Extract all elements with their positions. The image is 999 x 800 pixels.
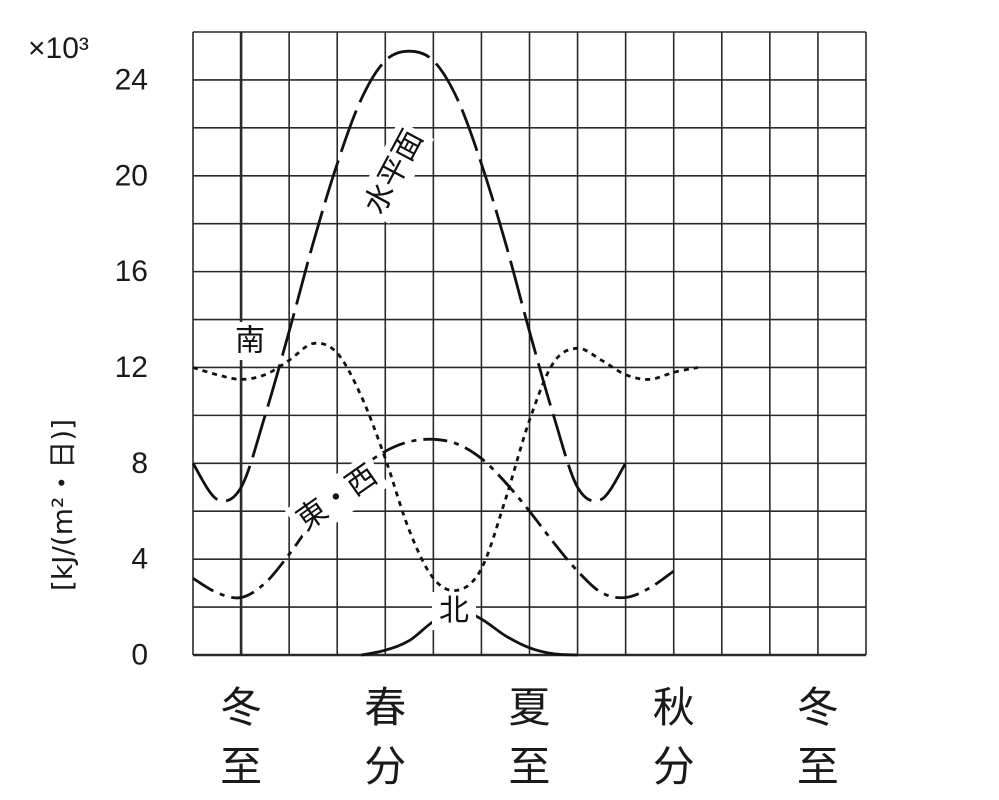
series-label-south-text: 南	[235, 324, 265, 359]
series-label-north: 北	[432, 592, 476, 630]
y-tick-label: 24	[115, 63, 148, 96]
y-tick-label: 0	[131, 639, 148, 672]
y-ticks: 0 4 8 12 16 20 24	[115, 63, 148, 671]
series-line-south	[192, 341, 699, 593]
series-line-east-west	[192, 437, 675, 600]
x-tick-label-line1: 秋	[653, 683, 695, 732]
x-tick-label-line2: 至	[508, 742, 550, 791]
x-tick-label-line2: 至	[797, 742, 839, 791]
y-multiplier: ×10³	[28, 32, 89, 65]
series-label-south: 南	[228, 322, 272, 360]
x-tick-label: 春分	[364, 683, 406, 791]
series-line-horizontal	[191, 49, 627, 503]
series-label-horizontal-text: 水平面	[357, 124, 430, 220]
x-tick-label: 冬至	[797, 683, 839, 791]
x-tick-label: 夏至	[508, 683, 550, 791]
series-lines	[191, 49, 699, 657]
x-tick-label-line1: 冬	[220, 683, 262, 732]
y-axis-label: [kJ/(m²・日)]	[46, 419, 79, 591]
x-tick-label: 冬至	[220, 683, 262, 791]
x-tick-label-line1: 春	[364, 683, 406, 732]
x-tick-label: 秋分	[653, 683, 695, 791]
y-tick-label: 4	[131, 543, 148, 576]
y-tick-label: 20	[115, 159, 148, 192]
x-tick-label-line1: 冬	[797, 683, 839, 732]
series-label-north-text: 北	[439, 594, 469, 629]
x-tick-label-line2: 分	[364, 742, 406, 791]
y-tick-label: 16	[115, 255, 148, 288]
x-tick-label-line2: 分	[653, 742, 695, 791]
x-tick-label-line1: 夏	[508, 683, 550, 732]
y-tick-label: 12	[115, 351, 148, 384]
series-label-horizontal: 水平面	[353, 120, 435, 224]
x-tick-label-line2: 至	[220, 742, 262, 791]
y-tick-label: 8	[131, 447, 148, 480]
grid	[192, 31, 867, 657]
